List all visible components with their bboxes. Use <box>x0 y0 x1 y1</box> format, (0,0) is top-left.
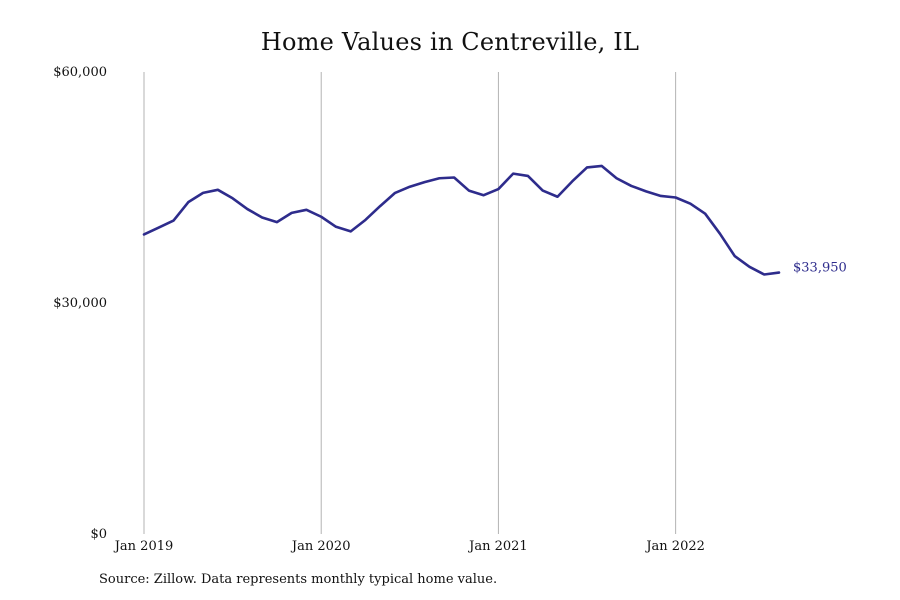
data-point <box>468 189 470 191</box>
data-point <box>143 233 145 235</box>
data-point <box>719 233 721 235</box>
data-point <box>453 176 455 178</box>
data-point <box>409 186 411 188</box>
x-tick-label: Jan 2021 <box>467 539 528 554</box>
end-value-label: $33,950 <box>793 261 847 276</box>
data-point <box>217 189 219 191</box>
data-point <box>586 166 588 168</box>
data-point <box>689 202 691 204</box>
y-tick-label: $30,000 <box>53 296 107 311</box>
data-point <box>423 181 425 183</box>
data-point <box>335 226 337 228</box>
data-point <box>630 185 632 187</box>
data-point <box>512 172 514 174</box>
data-point <box>320 216 322 218</box>
data-point <box>305 209 307 211</box>
source-note: Source: Zillow. Data represents monthly … <box>99 572 498 587</box>
data-point <box>187 201 189 203</box>
series-line <box>142 164 781 276</box>
data-point <box>379 205 381 207</box>
x-tick-label: Jan 2020 <box>290 539 351 554</box>
data-point <box>202 192 204 194</box>
data-point <box>290 212 292 214</box>
data-point <box>246 208 248 210</box>
data-point <box>527 175 529 177</box>
y-tick-label: $0 <box>90 527 107 542</box>
data-point <box>674 196 676 198</box>
x-axis-ticks: Jan 2019 Jan 2020 Jan 2021 Jan 2022 <box>113 539 705 554</box>
data-point <box>276 221 278 223</box>
data-point <box>364 219 366 221</box>
data-point <box>660 195 662 197</box>
series-layer <box>142 164 781 276</box>
data-point <box>438 177 440 179</box>
data-point <box>158 226 160 228</box>
chart-title: Home Values in Centreville, IL <box>260 28 640 56</box>
data-point <box>571 180 573 182</box>
data-point <box>748 266 750 268</box>
data-point <box>601 165 603 167</box>
data-point <box>497 188 499 190</box>
data-point <box>556 196 558 198</box>
data-point <box>542 189 544 191</box>
data-point <box>615 177 617 179</box>
data-point <box>482 194 484 196</box>
data-point <box>350 230 352 232</box>
data-point <box>778 271 780 273</box>
y-axis-ticks: $0 $30,000 $60,000 <box>53 65 107 542</box>
data-point <box>704 212 706 214</box>
data-point <box>261 216 263 218</box>
data-point <box>231 197 233 199</box>
data-point <box>172 219 174 221</box>
data-labels: $33,950 <box>793 261 847 276</box>
x-tick-label: Jan 2019 <box>113 539 174 554</box>
data-point <box>763 273 765 275</box>
data-point <box>394 192 396 194</box>
gridlines <box>143 72 677 534</box>
data-point <box>733 255 735 257</box>
x-tick-label: Jan 2022 <box>644 539 705 554</box>
data-point <box>645 190 647 192</box>
y-tick-label: $60,000 <box>53 65 107 80</box>
